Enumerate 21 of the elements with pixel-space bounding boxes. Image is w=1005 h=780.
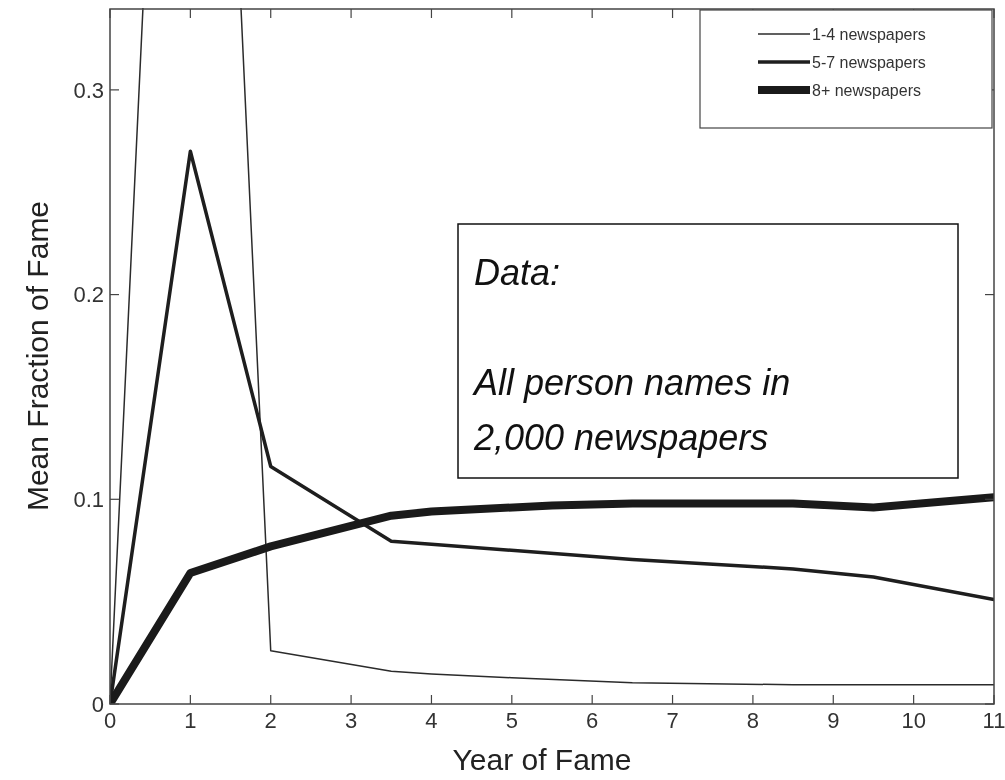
- y-tick-label: 0.1: [73, 486, 104, 512]
- x-tick-label: 9: [827, 708, 840, 733]
- x-tick-label: 4: [425, 708, 438, 733]
- y-tick-label: 0.2: [73, 282, 104, 308]
- x-tick-label: 10: [901, 708, 926, 733]
- legend-label: 5-7 newspapers: [812, 53, 926, 71]
- text-box: Data: All person names in 2,000 newspapers: [457, 223, 959, 479]
- y-axis-title: Mean Fraction of Fame: [21, 200, 54, 512]
- y-tick-label: 0.3: [73, 77, 104, 103]
- x-axis-title: Year of Fame: [452, 743, 632, 776]
- legend-label: 1-4 newspapers: [812, 25, 926, 43]
- legend-label: 8+ newspapers: [812, 81, 921, 99]
- x-tick-label: 6: [586, 708, 599, 733]
- x-tick-label: 5: [505, 708, 518, 733]
- y-tick-label: 0: [91, 691, 104, 717]
- x-tick-label: 3: [344, 708, 358, 733]
- x-tick-label: 11: [982, 708, 1005, 733]
- x-tick-label: 8: [746, 708, 760, 733]
- x-tick-label: 2: [264, 708, 277, 733]
- x-tick-label: 7: [666, 708, 679, 733]
- x-tick-label: 1: [184, 708, 197, 733]
